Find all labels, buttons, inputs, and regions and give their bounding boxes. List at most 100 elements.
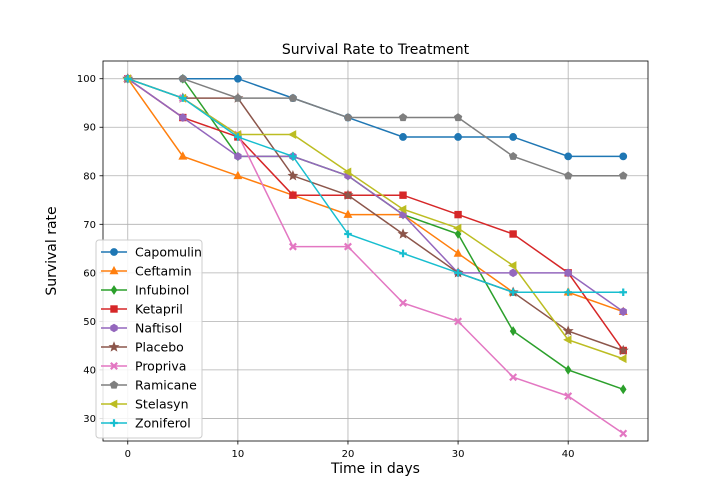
data-point (617, 344, 629, 356)
data-point (397, 204, 407, 214)
legend-item: Zoniferol (101, 416, 191, 431)
data-point (288, 93, 298, 102)
legend-marker (110, 248, 118, 256)
legend-item: Naftisol (101, 321, 182, 336)
series-line (127, 78, 624, 293)
data-point (509, 373, 518, 382)
data-point (563, 171, 573, 180)
data-point (508, 151, 518, 160)
data-point (234, 152, 242, 161)
data-point (233, 170, 243, 180)
data-point (564, 392, 573, 401)
legend-marker (108, 399, 118, 409)
legend-marker (110, 419, 118, 427)
data-point (453, 248, 463, 257)
legend-label: Ketapril (135, 302, 183, 317)
y-tick-label: 100 (77, 74, 96, 85)
legend-label: Propriva (135, 359, 186, 374)
data-point (397, 228, 409, 239)
series-stelasyn (122, 74, 627, 364)
series-line (127, 78, 624, 352)
data-point (453, 223, 462, 233)
data-point (508, 261, 517, 270)
data-point (564, 268, 572, 278)
legend-marker (110, 285, 118, 295)
x-tick-label: 30 (452, 449, 465, 460)
data-point (564, 288, 572, 297)
data-point (179, 94, 187, 102)
data-point (178, 74, 188, 83)
data-point (342, 167, 352, 177)
legend: Capomulin Ceftamin Infubinol Ketapril Naftis… (95, 239, 203, 439)
data-point (509, 288, 517, 297)
legend-item: Placebo (101, 340, 184, 355)
y-tick-label: 30 (83, 414, 96, 425)
series-line (127, 78, 624, 313)
data-point (563, 335, 572, 345)
legend-label: Naftisol (135, 321, 182, 336)
legend-label: Stelasyn (135, 397, 189, 412)
data-point (619, 429, 628, 438)
legend-marker (109, 265, 119, 275)
data-point (398, 113, 408, 122)
data-point (619, 171, 628, 180)
data-point (288, 242, 297, 251)
series-layer (122, 72, 629, 438)
data-point (234, 133, 242, 141)
y-tick-label: 40 (83, 365, 96, 376)
data-point (123, 74, 132, 83)
y-tick-label: 90 (83, 123, 96, 134)
axis-ticks: 0 10 20 30 40 30 40 50 60 70 80 90 100 (77, 74, 575, 460)
legend-item: Ceftamin (101, 264, 192, 279)
legend-label: Zoniferol (135, 416, 191, 431)
data-point (562, 325, 574, 336)
x-tick-label: 0 (125, 449, 131, 460)
series-line (127, 77, 624, 158)
y-tick-label: 60 (83, 268, 96, 279)
data-point (399, 249, 407, 258)
data-point (178, 151, 188, 160)
data-point (399, 191, 407, 199)
data-point (343, 113, 353, 122)
data-point (619, 288, 628, 297)
legend-item: Stelasyn (101, 397, 189, 412)
legend-item: Capomulin (101, 245, 202, 260)
legend-marker (110, 305, 118, 313)
data-point (564, 365, 572, 375)
y-tick-label: 70 (83, 220, 96, 231)
legend-marker (110, 323, 118, 333)
data-point (179, 113, 187, 122)
series-line (127, 78, 624, 360)
data-point (343, 242, 352, 251)
data-point (287, 170, 299, 181)
legend-item: Propriva (101, 359, 186, 374)
data-point (289, 191, 297, 199)
legend-label: Ramicane (135, 378, 197, 393)
x-axis-label: Time in days (330, 461, 420, 477)
data-point (453, 113, 463, 122)
series-line (127, 77, 624, 177)
legend-item: Ramicane (101, 378, 197, 393)
legend-marker (108, 341, 120, 352)
series-zoniferol (123, 74, 628, 297)
x-tick-label: 40 (562, 449, 575, 460)
data-point (343, 209, 353, 218)
data-point (344, 230, 352, 238)
data-point (509, 268, 517, 278)
data-point (509, 326, 517, 336)
data-point (619, 152, 628, 161)
data-point (509, 133, 518, 141)
data-point (454, 229, 462, 239)
data-point (287, 130, 297, 139)
data-point (619, 307, 627, 316)
y-tick-label: 50 (83, 317, 96, 328)
data-point (454, 133, 462, 141)
data-point (564, 152, 573, 161)
data-point (454, 317, 463, 326)
data-point (289, 152, 297, 161)
legend-marker (110, 362, 118, 370)
legend-label: Ceftamin (135, 264, 192, 279)
data-point (399, 133, 407, 141)
data-point (454, 210, 462, 219)
